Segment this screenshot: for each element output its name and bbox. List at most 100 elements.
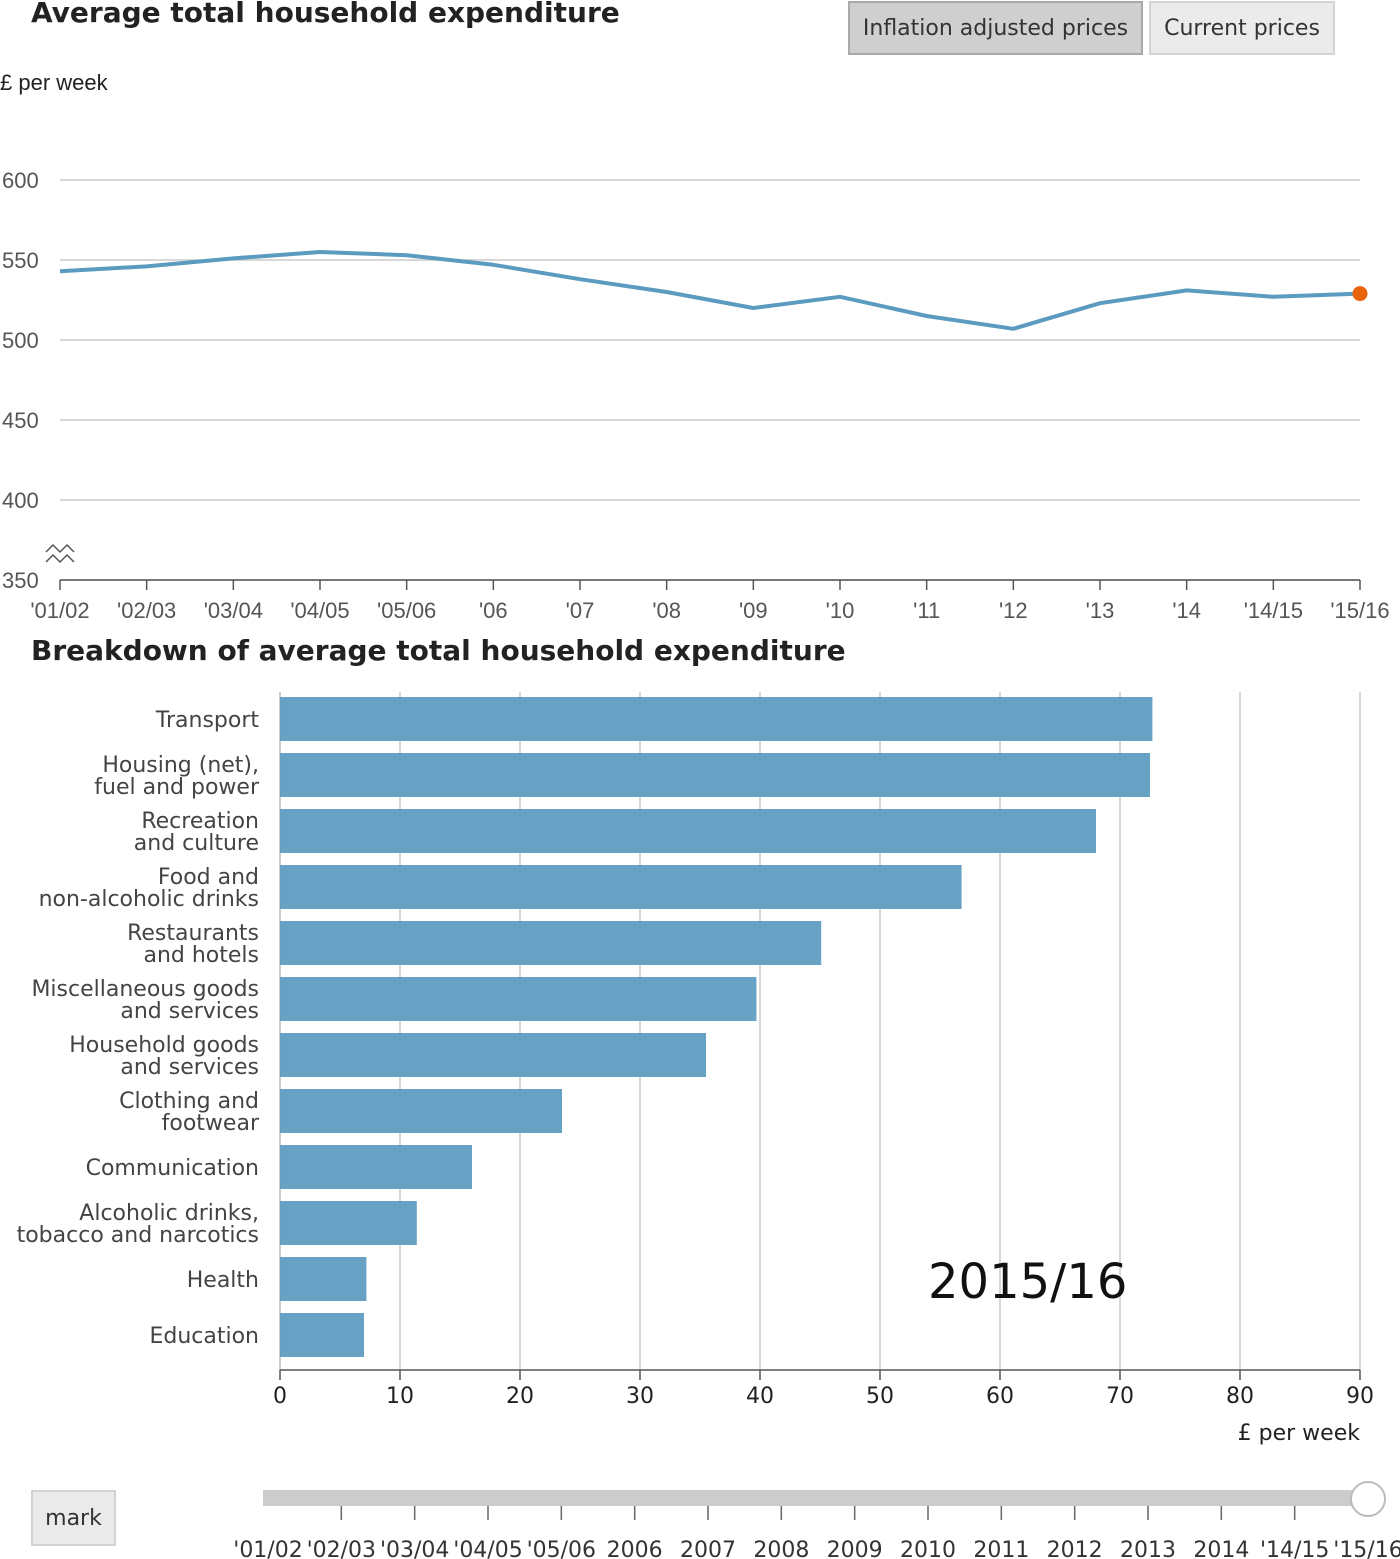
category-label: Health	[187, 1268, 259, 1293]
x-tick-label: '09	[739, 598, 768, 623]
category-label: Education	[149, 1324, 259, 1349]
category-label: Recreation	[141, 809, 259, 834]
bar[interactable]	[280, 753, 1150, 797]
expenditure-line	[59, 250, 1361, 331]
bar[interactable]	[280, 1145, 472, 1189]
bar[interactable]	[280, 1201, 417, 1245]
slider-tick-label: 2009	[827, 1538, 883, 1559]
category-label: footwear	[162, 1111, 260, 1136]
line-y-unit-label: £ per week	[0, 70, 109, 95]
bar[interactable]	[280, 1313, 364, 1357]
x-tick-label: 20	[506, 1384, 534, 1409]
selected-year-dot	[1352, 286, 1368, 302]
mark-button[interactable]: mark	[31, 1490, 116, 1546]
x-tick-label: '15/16	[1330, 598, 1389, 623]
slider-track[interactable]	[263, 1490, 1371, 1506]
slider-tick-label: 2007	[680, 1538, 736, 1559]
x-tick-label: '02/03	[117, 598, 176, 623]
y-tick-label: 400	[2, 488, 39, 513]
year-slider[interactable]: '01/02'02/03'03/04'04/05'05/06 2006 2007 20…	[0, 1470, 1400, 1559]
category-label: Clothing and	[119, 1089, 259, 1114]
axis-break-icon	[45, 543, 75, 554]
y-tick-label: 550	[2, 248, 39, 273]
line-point[interactable]	[1088, 291, 1112, 315]
line-point[interactable]	[1001, 317, 1025, 341]
line-point[interactable]	[221, 246, 245, 270]
bar-chart-title: Breakdown of average total household exp…	[31, 634, 846, 667]
category-label: Transport	[155, 708, 260, 733]
y-tick-label: 500	[2, 328, 39, 353]
x-tick-label: 60	[986, 1384, 1014, 1409]
x-tick-label: '14	[1172, 598, 1201, 623]
line-point[interactable]	[828, 285, 852, 309]
y-tick-label: 350	[2, 568, 39, 593]
line-point[interactable]	[135, 254, 159, 278]
bar[interactable]	[280, 1033, 706, 1077]
slider-tick-label: '05/06	[527, 1538, 596, 1559]
bar[interactable]	[280, 809, 1096, 853]
x-tick-label: '11	[913, 598, 940, 623]
bar[interactable]	[280, 921, 822, 965]
x-tick-label: '03/04	[204, 598, 263, 623]
x-tick-label: '06	[479, 598, 508, 623]
x-tick-label: '14/15	[1244, 598, 1303, 623]
y-tick-label: 600	[2, 168, 39, 193]
category-label: Household goods	[69, 1033, 259, 1058]
line-chart: £ per week 350 400 450 500 550 600 '01/02 '02/0…	[0, 70, 1390, 623]
bar-chart: 0 10 20 30 40 50 60 70 80 90 £ per week Transport Ho…	[17, 692, 1374, 1446]
slider-handle[interactable]	[1350, 1481, 1386, 1517]
x-tick-label: 80	[1226, 1384, 1254, 1409]
x-tick-label: 50	[866, 1384, 894, 1409]
category-label: and hotels	[143, 943, 259, 968]
category-label: Alcoholic drinks,	[79, 1201, 259, 1226]
slider-tick-label: '03/04	[380, 1538, 449, 1559]
slider-tick-label: '02/03	[307, 1538, 376, 1559]
slider-tick-label: '04/05	[453, 1538, 522, 1559]
line-point[interactable]	[915, 304, 939, 328]
category-label: non-alcoholic drinks	[39, 887, 259, 912]
x-tick-label: '05/06	[377, 598, 436, 623]
bar[interactable]	[280, 977, 757, 1021]
slider-tick-label: '01/02	[233, 1538, 302, 1559]
line-point[interactable]	[395, 243, 419, 267]
y-tick-label: 450	[2, 408, 39, 433]
x-tick-label: 30	[626, 1384, 654, 1409]
slider-tick-label: 2013	[1120, 1538, 1176, 1559]
bar[interactable]	[280, 1257, 367, 1301]
line-point[interactable]	[741, 296, 765, 320]
slider-tick-label: '14/15	[1260, 1538, 1329, 1559]
x-tick-label: '01/02	[30, 598, 89, 623]
line-point[interactable]	[568, 267, 592, 291]
x-tick-label: '08	[652, 598, 681, 623]
line-point[interactable]	[308, 240, 332, 264]
line-point[interactable]	[481, 253, 505, 277]
category-label: fuel and power	[94, 775, 260, 800]
bar[interactable]	[280, 1089, 562, 1133]
inflation-adjusted-prices-button[interactable]: Inflation adjusted prices	[848, 1, 1143, 55]
x-tick-label: 70	[1106, 1384, 1134, 1409]
bar[interactable]	[280, 697, 1153, 741]
category-label: Food and	[158, 865, 259, 890]
axis-break-icon	[45, 553, 75, 564]
x-tick-label: 90	[1346, 1384, 1374, 1409]
x-tick-label: '07	[566, 598, 595, 623]
line-point[interactable]	[1261, 285, 1285, 309]
line-point[interactable]	[655, 280, 679, 304]
x-tick-label: '12	[999, 598, 1028, 623]
selected-year-label: 2015/16	[928, 1254, 1128, 1310]
slider-tick-label: 2011	[973, 1538, 1029, 1559]
x-tick-label: '10	[826, 598, 855, 623]
category-label: Miscellaneous goods	[31, 977, 259, 1002]
slider-tick-label: '15/16	[1333, 1538, 1400, 1559]
category-label: Restaurants	[127, 921, 259, 946]
line-point[interactable]	[1175, 278, 1199, 302]
bar[interactable]	[280, 865, 962, 909]
category-label: Housing (net),	[102, 753, 259, 778]
line-point[interactable]	[48, 259, 72, 283]
category-label: Communication	[86, 1156, 259, 1181]
category-label: and culture	[134, 831, 259, 856]
slider-tick-label: 2006	[607, 1538, 663, 1559]
x-tick-label: '13	[1086, 598, 1115, 623]
current-prices-button[interactable]: Current prices	[1149, 1, 1335, 55]
slider-tick-label: 2014	[1193, 1538, 1249, 1559]
